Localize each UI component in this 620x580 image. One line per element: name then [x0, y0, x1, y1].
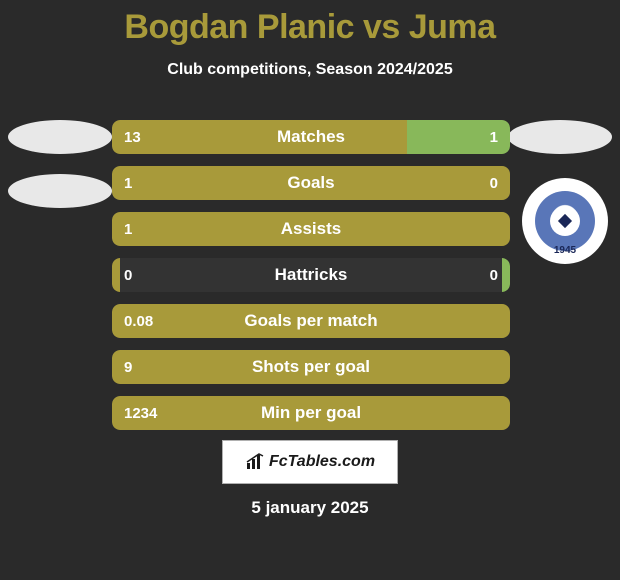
stat-value-left: 1234	[124, 396, 157, 430]
stat-row: Shots per goal9	[112, 350, 510, 384]
stat-row: Min per goal1234	[112, 396, 510, 430]
stat-value-right: 0	[490, 258, 498, 292]
club-crest-year: 1945	[554, 245, 576, 256]
stat-label: Shots per goal	[112, 350, 510, 384]
stat-value-left: 1	[124, 166, 132, 200]
stat-value-right: 0	[490, 166, 498, 200]
brand-text: FcTables.com	[269, 453, 375, 471]
player-left-logo-placeholder-2	[8, 174, 112, 208]
stat-label: Hattricks	[112, 258, 510, 292]
stat-value-right: 1	[490, 120, 498, 154]
stat-label: Goals	[112, 166, 510, 200]
stat-row: Assists1	[112, 212, 510, 246]
stat-value-left: 1	[124, 212, 132, 246]
page-title: Bogdan Planic vs Juma	[0, 0, 620, 47]
stat-label: Min per goal	[112, 396, 510, 430]
stat-row: Hattricks0 0	[112, 258, 510, 292]
club-crest: 1945	[522, 178, 608, 264]
stat-value-left: 0	[124, 258, 132, 292]
bar-chart-icon	[245, 453, 267, 471]
stat-label: Assists	[112, 212, 510, 246]
date-text: 5 january 2025	[0, 498, 620, 518]
club-crest-ring	[535, 191, 595, 251]
stat-label: Goals per match	[112, 304, 510, 338]
soccer-ball-icon	[550, 206, 580, 236]
subtitle: Club competitions, Season 2024/2025	[0, 61, 620, 79]
player-left-logo-placeholder-1	[8, 120, 112, 154]
stats-container: Matches131Goals10Assists1Hattricks00Goal…	[112, 120, 510, 442]
stat-value-left: 0.08	[124, 304, 153, 338]
stat-row: Goals per match0.08	[112, 304, 510, 338]
brand-badge: FcTables.com	[222, 440, 398, 484]
stat-value-left: 9	[124, 350, 132, 384]
stat-row: Goals1 0	[112, 166, 510, 200]
stat-row: Matches13 1	[112, 120, 510, 154]
player-right-logo-placeholder	[508, 120, 612, 154]
stat-value-left: 13	[124, 120, 141, 154]
stat-label: Matches	[112, 120, 510, 154]
